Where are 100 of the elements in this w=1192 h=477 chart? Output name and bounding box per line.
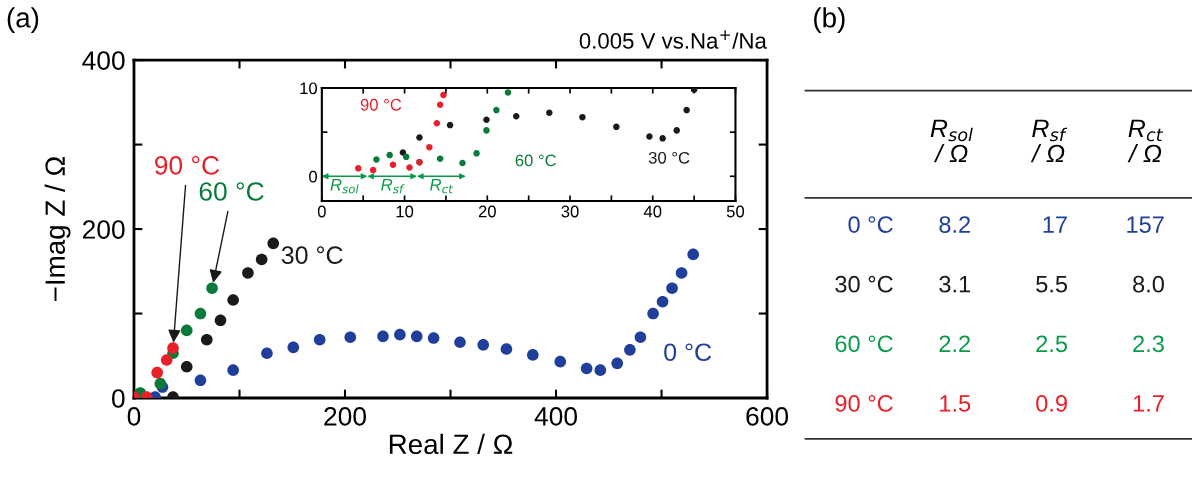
- x-tick-label: R$_{ct}$ / Ω: [1127, 119, 1164, 163]
- point: [410, 330, 423, 343]
- point: [180, 360, 193, 373]
- point: [200, 333, 213, 346]
- point: [214, 314, 227, 327]
- point: [344, 331, 357, 343]
- x-tick-label: R$_{sol}$ / Ω: [930, 119, 973, 163]
- text: 60 °C: [199, 182, 264, 201]
- point: [227, 364, 239, 376]
- annotation: R$_{sol}$: [330, 178, 359, 194]
- data-label: 8.2: [939, 216, 970, 233]
- data-label: 5.5: [1036, 276, 1068, 293]
- point: [611, 357, 624, 370]
- point: [154, 377, 167, 390]
- x-tick-label: 20: [478, 205, 496, 218]
- point: [261, 347, 273, 360]
- data-label: 157: [1127, 216, 1164, 233]
- point: [493, 106, 500, 114]
- point: [389, 161, 397, 169]
- point: [255, 253, 268, 266]
- y-axis-title: −Imag Z / Ω: [44, 156, 71, 301]
- point: [160, 354, 173, 366]
- point: [394, 328, 406, 341]
- point: [446, 121, 454, 129]
- point: [427, 332, 440, 344]
- point: [546, 109, 553, 116]
- point: [416, 134, 423, 141]
- x-tick-label: 40: [643, 205, 662, 218]
- y-tick-label: 200: [82, 220, 125, 239]
- point: [454, 336, 466, 349]
- point: [373, 156, 380, 163]
- x-tick-label: 30: [561, 205, 579, 218]
- point: [440, 91, 447, 99]
- point: [377, 330, 389, 343]
- x-tick-label: 400: [534, 407, 578, 426]
- data-label: 3.1: [939, 275, 971, 293]
- point: [527, 349, 539, 361]
- point: [267, 237, 280, 250]
- text: 90 °C: [155, 156, 220, 175]
- point: [580, 362, 593, 375]
- point: [483, 116, 490, 124]
- data-label: 2.2: [939, 335, 970, 352]
- point: [369, 166, 377, 174]
- point: [151, 366, 163, 379]
- point: [579, 113, 586, 121]
- x-tick-label: 50: [726, 205, 745, 218]
- point: [459, 159, 466, 167]
- point: [554, 355, 567, 368]
- point: [242, 267, 254, 279]
- x-tick-label: R$_{sf}$ / Ω: [1030, 119, 1068, 163]
- point: [647, 307, 659, 320]
- annotation: R$_{ct}$: [430, 178, 454, 194]
- series-label: 0 °C: [664, 343, 712, 362]
- point: [666, 282, 678, 294]
- point: [675, 267, 688, 279]
- point: [624, 344, 636, 356]
- data-label: 1.7: [1133, 395, 1164, 412]
- point: [402, 153, 410, 161]
- data-label: 0.9: [1036, 395, 1067, 412]
- point: [687, 248, 699, 261]
- point: [483, 127, 490, 134]
- y-tick-label: 0: [112, 389, 125, 408]
- point: [473, 150, 480, 157]
- x-tick-label: 0: [127, 407, 141, 426]
- point: [512, 113, 520, 120]
- data-label: 1.5: [940, 395, 971, 412]
- y-tick-label: 90 °C: [835, 395, 893, 412]
- point: [500, 343, 513, 355]
- point: [406, 164, 413, 171]
- point: [287, 341, 300, 354]
- point: [594, 364, 607, 376]
- text: 90 °C: [360, 98, 402, 111]
- point: [313, 333, 326, 346]
- data-label: 17: [1043, 216, 1067, 233]
- series-label: 30 °C: [648, 151, 690, 164]
- chart-title: (a): [7, 7, 39, 34]
- point: [386, 151, 393, 159]
- point: [504, 89, 512, 96]
- annotation: R$_{sf}$: [381, 178, 405, 194]
- point: [227, 294, 239, 306]
- y-tick-label: 60 °C: [835, 335, 893, 353]
- x-tick-label: 200: [324, 407, 366, 426]
- point: [180, 324, 193, 337]
- point: [646, 133, 653, 140]
- point: [673, 127, 680, 134]
- y-tick-label: 30 °C: [835, 275, 893, 293]
- point: [436, 155, 444, 162]
- point: [399, 149, 407, 156]
- text: 60 °C: [515, 154, 557, 167]
- point: [659, 135, 666, 142]
- point: [656, 295, 669, 308]
- point: [354, 165, 362, 172]
- point: [194, 374, 207, 387]
- point: [477, 338, 490, 351]
- point: [426, 143, 433, 151]
- x-tick-label: 10: [396, 205, 414, 218]
- data-label: 8.0: [1133, 275, 1164, 293]
- point: [634, 331, 647, 343]
- y-tick-label: 0 °C: [848, 216, 893, 233]
- point: [436, 101, 444, 109]
